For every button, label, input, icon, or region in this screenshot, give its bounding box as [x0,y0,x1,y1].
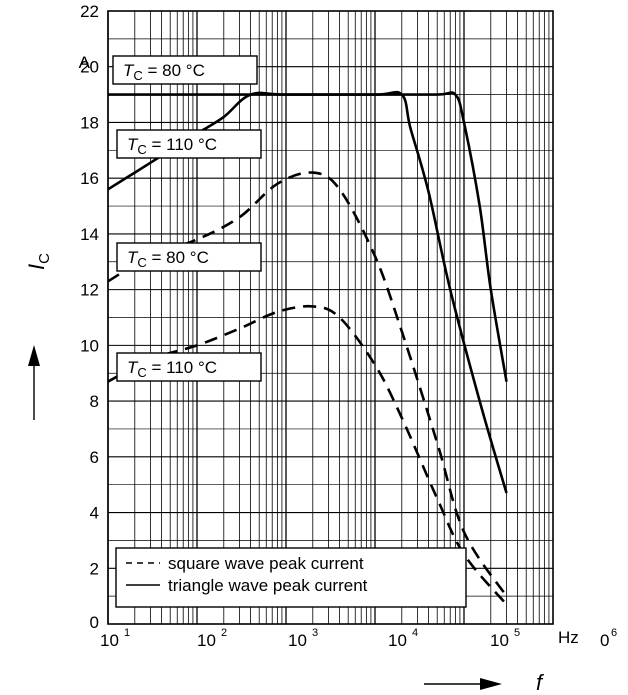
curve-tag-text: = 80 °C [147,248,209,267]
legend-label: triangle wave peak current [168,576,368,595]
curve-tag-box [112,55,258,85]
x-tick-base: 10 [197,631,216,650]
y-tick-label: 16 [80,169,99,188]
y-tick-label: 14 [80,225,99,244]
x-unit-label: Hz [558,628,579,647]
y-axis-label-sub: C [36,253,53,264]
y-unit-label: A [79,53,91,72]
curve-tag-3: TC = 110 °C [116,352,262,382]
y-axis-label: IC [24,253,53,270]
curve-tag-label: TC = 80 °C [127,248,209,270]
x-tick-base: 10 [490,631,509,650]
x-tick-base: 10 [388,631,407,650]
x-axis-arrow-head [480,678,502,690]
curve-tag-label: TC = 80 °C [123,61,205,83]
curve-tag-text: = 110 °C [147,358,217,377]
curve-tag-label: TC = 110 °C [127,358,217,380]
x-axis-label: f [536,670,545,695]
curve-tags: TC = 80 °CTC = 110 °CTC = 80 °CTC = 110 … [112,55,262,382]
y-tick-label: 4 [90,504,99,523]
x-tick-exponent: 6 [611,627,617,639]
y-tick-label: 22 [80,2,99,21]
y-tick-label: 8 [90,392,99,411]
curve-tag-sub: C [133,68,142,83]
x-tick-label: 10 4 [388,627,418,650]
y-tick-label: 0 [90,613,99,632]
curve-tag-text: = 110 °C [147,135,217,154]
curve-tag-box [116,129,262,159]
curve-tag-var: T [123,61,135,80]
y-tick-label: 2 [90,559,99,578]
curve-tag-0: TC = 80 °C [112,55,258,85]
curve-tag-sub: C [137,255,146,270]
curve-tag-sub: C [137,142,146,157]
x-tick-label: 10 3 [288,627,318,650]
curve-tag-1: TC = 110 °C [116,129,262,159]
legend-box [115,547,467,608]
x-tick-label: 10 1 [100,627,130,650]
curve-tag-label: TC = 110 °C [127,135,217,157]
x-tick-exponent: 5 [514,627,520,639]
y-axis-arrow-head [28,345,40,366]
x-tick-exponent: 1 [124,627,130,639]
x-tick-label: 10 2 [197,627,227,650]
y-axis-label-var: I [24,264,49,270]
series-line-0 [107,91,508,382]
legend: square wave peak current triangle wave pe… [115,547,467,608]
x-tick-base: 10 [288,631,307,650]
x-tick-exponent: 4 [412,627,418,639]
curve-tag-box [116,352,262,382]
curve-tag-sub: C [137,365,146,380]
curve-tag-text: = 80 °C [143,61,205,80]
x-tick-base: 10 [100,631,119,650]
x-tick-label: 10 5 [490,627,520,650]
x-tick-exponent: 2 [221,627,227,639]
x-unit-prefix: 0 [600,631,609,650]
curve-tag-var: T [127,248,139,267]
y-tick-label: 10 [80,336,99,355]
x-tick-label: 6 [611,627,617,639]
legend-label: square wave peak current [168,554,364,573]
series-line-3 [107,304,508,606]
y-tick-label: 20 [80,58,99,77]
y-tick-label: 6 [90,448,99,467]
y-tick-label: 18 [80,113,99,132]
curve-tag-var: T [127,135,139,154]
y-tick-label: 12 [80,281,99,300]
plot-frame [107,10,554,625]
curve-tag-box [116,242,262,272]
curve-tag-var: T [127,358,139,377]
curve-tag-2: TC = 80 °C [116,242,262,272]
x-tick-exponent: 3 [312,627,318,639]
